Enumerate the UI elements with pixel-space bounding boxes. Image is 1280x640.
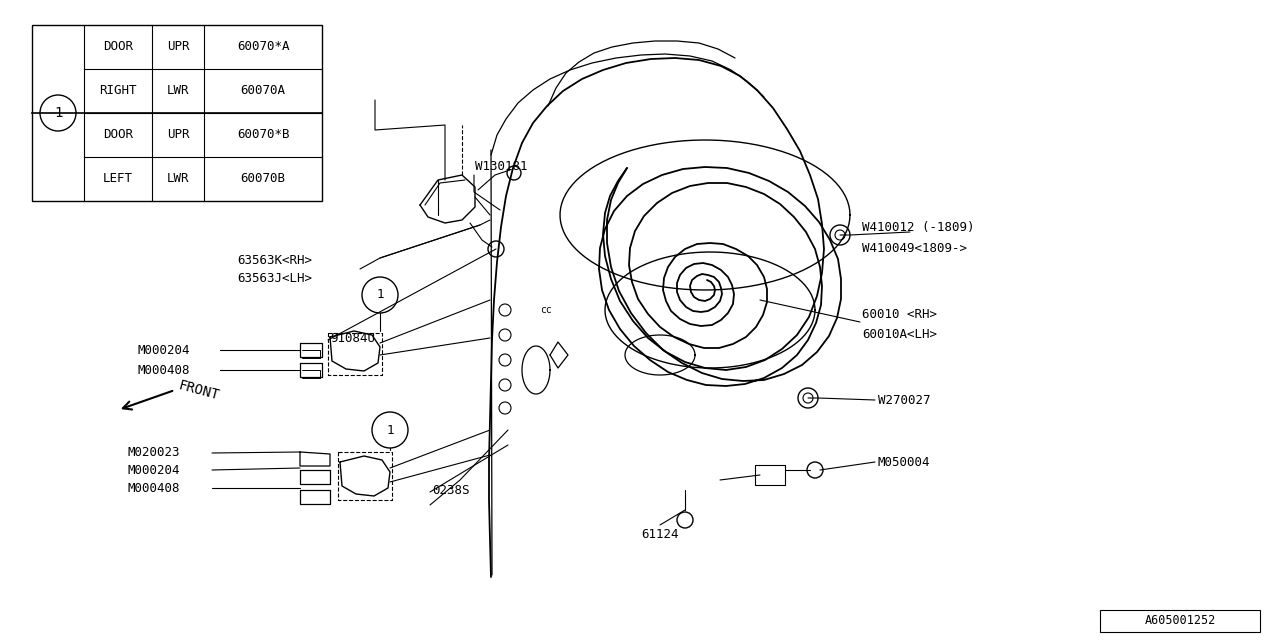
Text: RIGHT: RIGHT [100,84,137,97]
Text: 60070A: 60070A [241,84,285,97]
Text: 1: 1 [54,106,63,120]
Text: cc: cc [540,305,552,315]
Text: LWR: LWR [166,84,189,97]
Text: 91084U: 91084U [330,332,375,344]
Text: LWR: LWR [166,173,189,186]
Text: W130181: W130181 [475,161,527,173]
Text: 1: 1 [376,289,384,301]
Text: LEFT: LEFT [102,173,133,186]
Text: M000204: M000204 [138,344,191,356]
Text: FRONT: FRONT [177,378,220,403]
Bar [32,25,323,201]
Text: M050004: M050004 [878,456,931,468]
Text: UPR: UPR [166,40,189,54]
Text: A605001252: A605001252 [1144,614,1216,627]
Text: 60010 <RH>: 60010 <RH> [861,308,937,321]
Bar [1100,610,1260,632]
Text: DOOR: DOOR [102,40,133,54]
Text: M000204: M000204 [128,463,180,477]
Text: 60070*B: 60070*B [237,129,289,141]
Text: 60070B: 60070B [241,173,285,186]
Text: 60070*A: 60070*A [237,40,289,54]
Text: DOOR: DOOR [102,129,133,141]
Text: 0238S: 0238S [433,483,470,497]
Text: 63563K<RH>: 63563K<RH> [237,253,312,266]
Text: W270027: W270027 [878,394,931,406]
Text: W410012 (-1809): W410012 (-1809) [861,221,974,234]
Text: 63563J<LH>: 63563J<LH> [237,271,312,285]
Text: 61124: 61124 [641,529,678,541]
Text: M000408: M000408 [128,481,180,495]
Text: M020023: M020023 [128,447,180,460]
Text: M000408: M000408 [138,364,191,376]
Text: 60010A<LH>: 60010A<LH> [861,328,937,342]
Text: UPR: UPR [166,129,189,141]
Text: W410049<1809->: W410049<1809-> [861,241,966,255]
Text: 1: 1 [387,424,394,436]
